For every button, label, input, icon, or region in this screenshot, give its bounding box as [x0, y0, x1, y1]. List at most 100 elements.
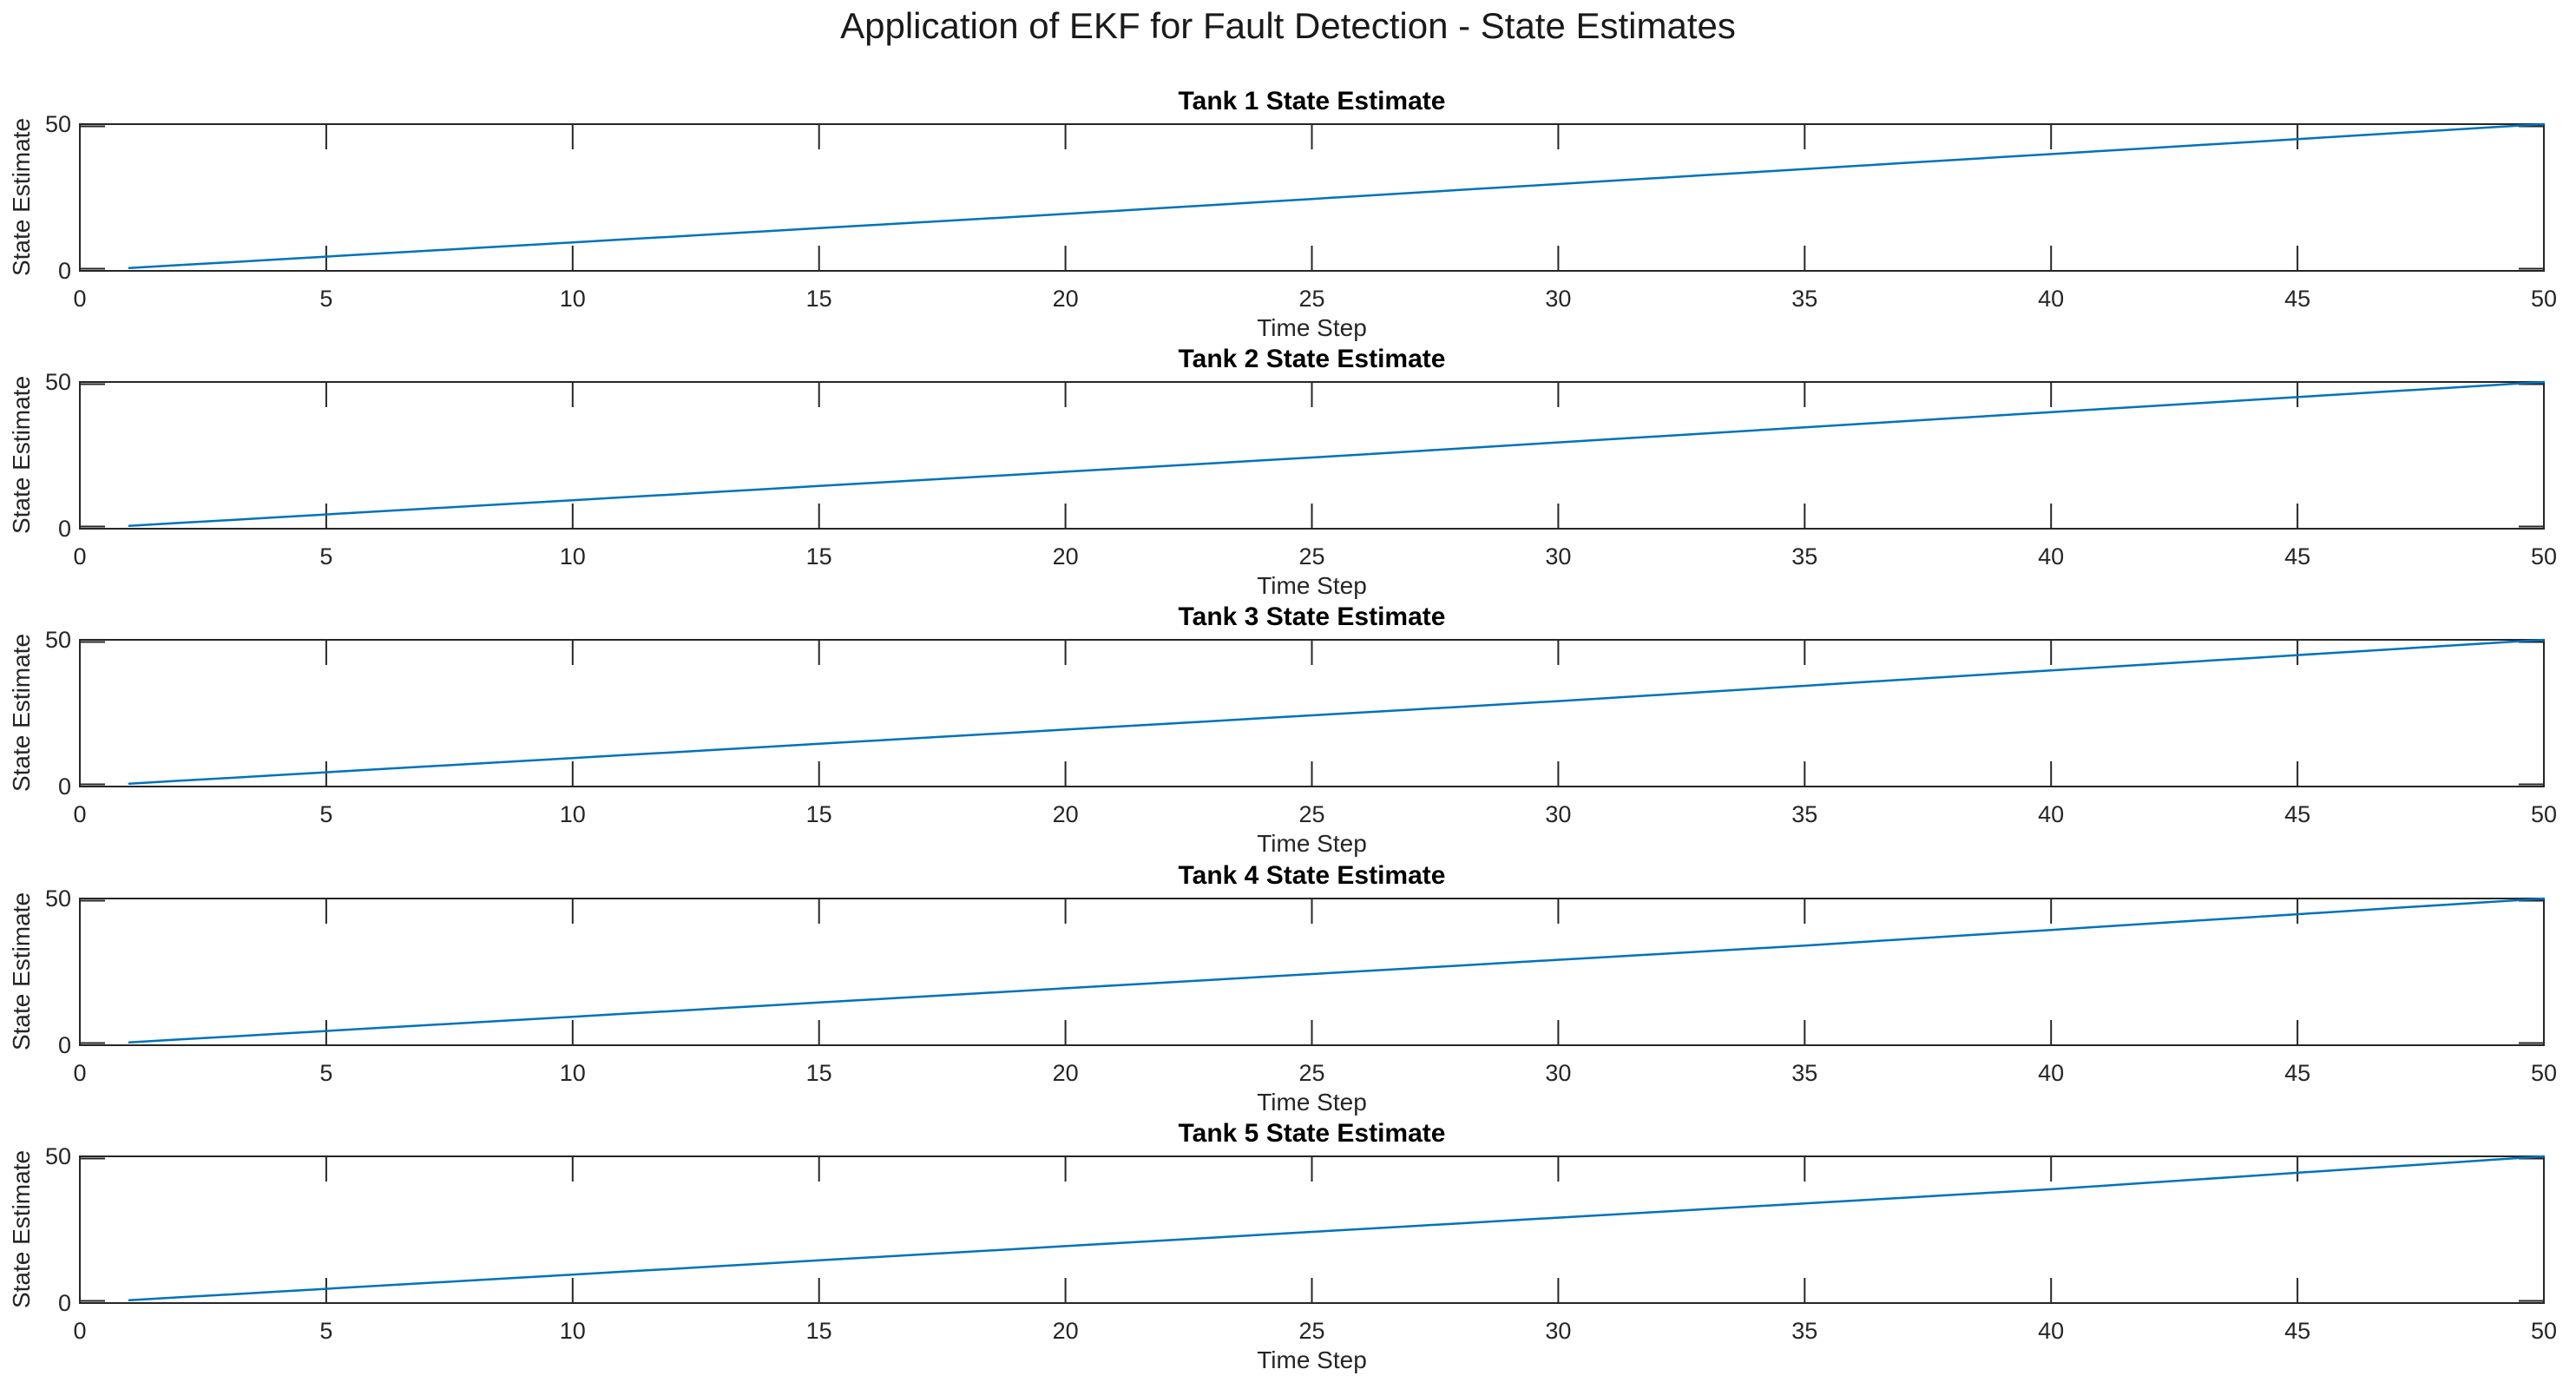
x-axis-label: Time Step — [1257, 1346, 1367, 1373]
figure-title: Application of EKF for Fault Detection -… — [840, 5, 1736, 46]
plot-box — [79, 639, 2545, 787]
state-estimate-line — [128, 897, 2546, 1043]
plot-box — [79, 123, 2545, 272]
y-tick-label: 50 — [44, 369, 71, 395]
x-tick-label: 0 — [73, 801, 87, 827]
x-tick-label: 25 — [1298, 1318, 1325, 1344]
x-tick-label: 50 — [2530, 286, 2558, 312]
axes-plot-area — [79, 638, 2546, 787]
subplot-1: Tank 1 State Estimate State Estimate 50 … — [0, 85, 2576, 346]
x-tick-label: 20 — [1052, 286, 1079, 312]
x-tick-label: 45 — [2284, 1318, 2311, 1344]
x-tick-label: 5 — [319, 1060, 333, 1086]
x-tick-label: 10 — [559, 801, 586, 827]
x-axis-label: Time Step — [1257, 1089, 1367, 1116]
x-tick-label: 10 — [559, 286, 586, 312]
x-tick-label: 35 — [1791, 1060, 1818, 1086]
x-tick-label: 20 — [1052, 543, 1079, 569]
x-tick-label: 35 — [1791, 1318, 1818, 1344]
x-tick-label: 25 — [1298, 286, 1325, 312]
subplot-2: Tank 2 State Estimate State Estimate 50 … — [0, 343, 2576, 603]
state-estimate-line — [128, 122, 2546, 269]
x-tick-label: 20 — [1052, 801, 1079, 827]
x-tick-label: 25 — [1298, 1060, 1325, 1086]
x-tick-label: 40 — [2038, 801, 2065, 827]
x-tick-label: 30 — [1545, 1060, 1572, 1086]
subplot-title: Tank 1 State Estimate — [1178, 87, 1446, 115]
subplot-3: Tank 3 State Estimate State Estimate 50 … — [0, 601, 2576, 861]
x-tick-label: 0 — [73, 1318, 87, 1344]
x-tick-label: 35 — [1791, 801, 1818, 827]
x-tick-label: 15 — [805, 286, 832, 312]
x-tick-label: 50 — [2530, 801, 2558, 827]
y-tick-label: 0 — [57, 773, 71, 800]
x-tick-label: 0 — [73, 543, 87, 569]
axes-plot-area — [79, 122, 2546, 272]
y-tick-label: 50 — [44, 627, 71, 653]
x-tick-label: 0 — [73, 1060, 87, 1086]
x-tick-label: 40 — [2038, 543, 2065, 569]
x-tick-labels: 0 5 10 15 20 25 30 35 40 45 50 — [0, 544, 2576, 569]
x-tick-label: 5 — [319, 286, 333, 312]
axes-plot-area — [79, 1155, 2546, 1304]
subplot-title: Tank 2 State Estimate — [1178, 345, 1446, 373]
y-tick-label: 0 — [57, 516, 71, 542]
state-estimate-line — [128, 380, 2546, 527]
x-tick-label: 15 — [805, 543, 832, 569]
x-axis-label: Time Step — [1257, 830, 1367, 857]
x-tick-label: 30 — [1545, 286, 1572, 312]
x-tick-label: 5 — [319, 543, 333, 569]
x-tick-label: 40 — [2038, 286, 2065, 312]
x-tick-label: 25 — [1298, 543, 1325, 569]
plot-box — [79, 381, 2545, 530]
subplot-title: Tank 5 State Estimate — [1178, 1119, 1446, 1148]
subplot-title: Tank 3 State Estimate — [1178, 602, 1446, 631]
x-tick-labels: 0 5 10 15 20 25 30 35 40 45 50 — [0, 802, 2576, 826]
state-estimate-line — [128, 638, 2546, 785]
x-tick-label: 10 — [559, 1060, 586, 1086]
x-tick-label: 45 — [2284, 1060, 2311, 1086]
x-tick-label: 50 — [2530, 1318, 2558, 1344]
x-tick-label: 5 — [319, 1318, 333, 1344]
state-estimate-line — [128, 1155, 2546, 1301]
plot-box — [79, 1155, 2545, 1304]
x-tick-label: 20 — [1052, 1060, 1079, 1086]
x-tick-label: 15 — [805, 1318, 832, 1344]
x-tick-label: 25 — [1298, 801, 1325, 827]
x-tick-labels: 0 5 10 15 20 25 30 35 40 45 50 — [0, 1319, 2576, 1343]
x-tick-label: 50 — [2530, 543, 2558, 569]
x-tick-label: 5 — [319, 801, 333, 827]
x-tick-label: 0 — [73, 286, 87, 312]
plot-box — [79, 898, 2545, 1046]
x-tick-label: 10 — [559, 543, 586, 569]
subplot-5: Tank 5 State Estimate State Estimate 50 … — [0, 1117, 2576, 1378]
x-axis-label: Time Step — [1257, 572, 1367, 599]
x-tick-label: 20 — [1052, 1318, 1079, 1344]
y-tick-label: 50 — [44, 885, 71, 912]
y-tick-label: 50 — [44, 1143, 71, 1169]
x-tick-label: 45 — [2284, 543, 2311, 569]
x-tick-label: 45 — [2284, 801, 2311, 827]
y-tick-label: 0 — [57, 1032, 71, 1058]
x-tick-label: 30 — [1545, 1318, 1572, 1344]
y-tick-label: 0 — [57, 1290, 71, 1316]
axes-plot-area — [79, 380, 2546, 530]
x-axis-label: Time Step — [1257, 314, 1367, 341]
x-tick-label: 45 — [2284, 286, 2311, 312]
x-tick-labels: 0 5 10 15 20 25 30 35 40 45 50 — [0, 286, 2576, 311]
x-tick-labels: 0 5 10 15 20 25 30 35 40 45 50 — [0, 1061, 2576, 1085]
x-tick-label: 35 — [1791, 543, 1818, 569]
subplot-title: Tank 4 State Estimate — [1178, 861, 1446, 890]
x-tick-label: 15 — [805, 801, 832, 827]
x-tick-label: 15 — [805, 1060, 832, 1086]
y-tick-label: 50 — [44, 111, 71, 137]
x-tick-label: 10 — [559, 1318, 586, 1344]
axes-plot-area — [79, 897, 2546, 1046]
x-tick-label: 40 — [2038, 1318, 2065, 1344]
x-tick-label: 35 — [1791, 286, 1818, 312]
subplot-4: Tank 4 State Estimate State Estimate 50 … — [0, 859, 2576, 1120]
x-tick-label: 30 — [1545, 801, 1572, 827]
y-tick-label: 0 — [57, 258, 71, 284]
x-tick-label: 40 — [2038, 1060, 2065, 1086]
x-tick-label: 30 — [1545, 543, 1572, 569]
